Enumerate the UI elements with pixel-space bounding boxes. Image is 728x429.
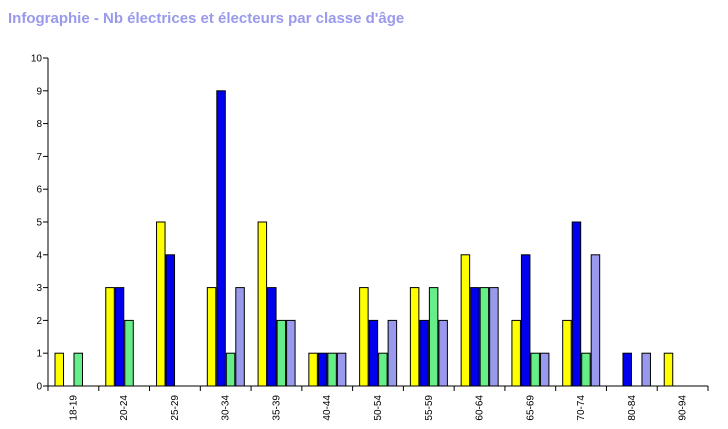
bar (156, 221, 166, 387)
bar (124, 319, 134, 387)
bar (428, 287, 439, 387)
bar (409, 287, 420, 387)
x-tick-label: 18-19 (68, 395, 79, 421)
x-tick-label: 50-54 (373, 395, 384, 421)
bar (267, 287, 277, 387)
x-tick-label: 55-59 (424, 395, 435, 421)
bar (622, 352, 632, 387)
bar (336, 352, 347, 387)
bar (641, 352, 651, 387)
bar (520, 254, 531, 387)
bar (539, 352, 550, 387)
bar (359, 287, 369, 387)
bar (206, 287, 217, 387)
x-tick-label: 30-34 (221, 395, 232, 421)
bar (327, 352, 337, 387)
bar (470, 287, 480, 387)
y-tick-label: 9 (36, 86, 42, 97)
bar (257, 221, 268, 387)
chart-title: Infographie - Nb électrices et électeurs… (8, 10, 405, 27)
bar (276, 319, 287, 387)
bar (387, 319, 398, 387)
bar (235, 287, 245, 387)
x-tick-label: 20-24 (119, 395, 130, 421)
y-tick-label: 7 (36, 152, 42, 163)
y-tick-label: 0 (36, 382, 42, 393)
bar (511, 319, 521, 387)
bar (225, 352, 236, 387)
bar (489, 287, 499, 387)
bar (460, 254, 471, 387)
x-tick-label: 90-94 (678, 395, 689, 421)
y-tick-label: 10 (31, 54, 43, 65)
y-tick-label: 8 (36, 119, 42, 130)
bar (581, 352, 591, 387)
x-tick-label: 65-69 (525, 395, 536, 421)
bar (165, 254, 176, 387)
bar (216, 90, 226, 387)
x-tick-label: 35-39 (271, 395, 282, 421)
bar (590, 254, 601, 387)
bar (105, 287, 115, 387)
bar (286, 319, 296, 387)
bar (114, 287, 125, 387)
bar (530, 352, 540, 387)
bar (317, 352, 328, 387)
y-tick-label: 5 (36, 218, 42, 229)
bar (368, 319, 379, 387)
y-tick-label: 3 (36, 283, 42, 294)
bar (73, 352, 83, 387)
x-tick-label: 40-44 (322, 395, 333, 421)
bar (663, 352, 674, 387)
y-tick-label: 4 (36, 250, 42, 261)
bar (419, 319, 429, 387)
y-tick-label: 2 (36, 316, 42, 327)
bar (54, 352, 64, 387)
x-tick-label: 25-29 (170, 395, 181, 421)
x-tick-label: 70-74 (576, 395, 587, 421)
bar (479, 287, 490, 387)
bar (571, 221, 582, 387)
bar (562, 319, 572, 387)
y-tick-label: 6 (36, 185, 42, 196)
x-tick-label: 60-64 (475, 395, 486, 421)
bar (378, 352, 388, 387)
bar (308, 352, 318, 387)
y-tick-label: 1 (36, 349, 42, 360)
x-tick-label: 80-84 (627, 395, 638, 421)
bar (438, 319, 448, 387)
